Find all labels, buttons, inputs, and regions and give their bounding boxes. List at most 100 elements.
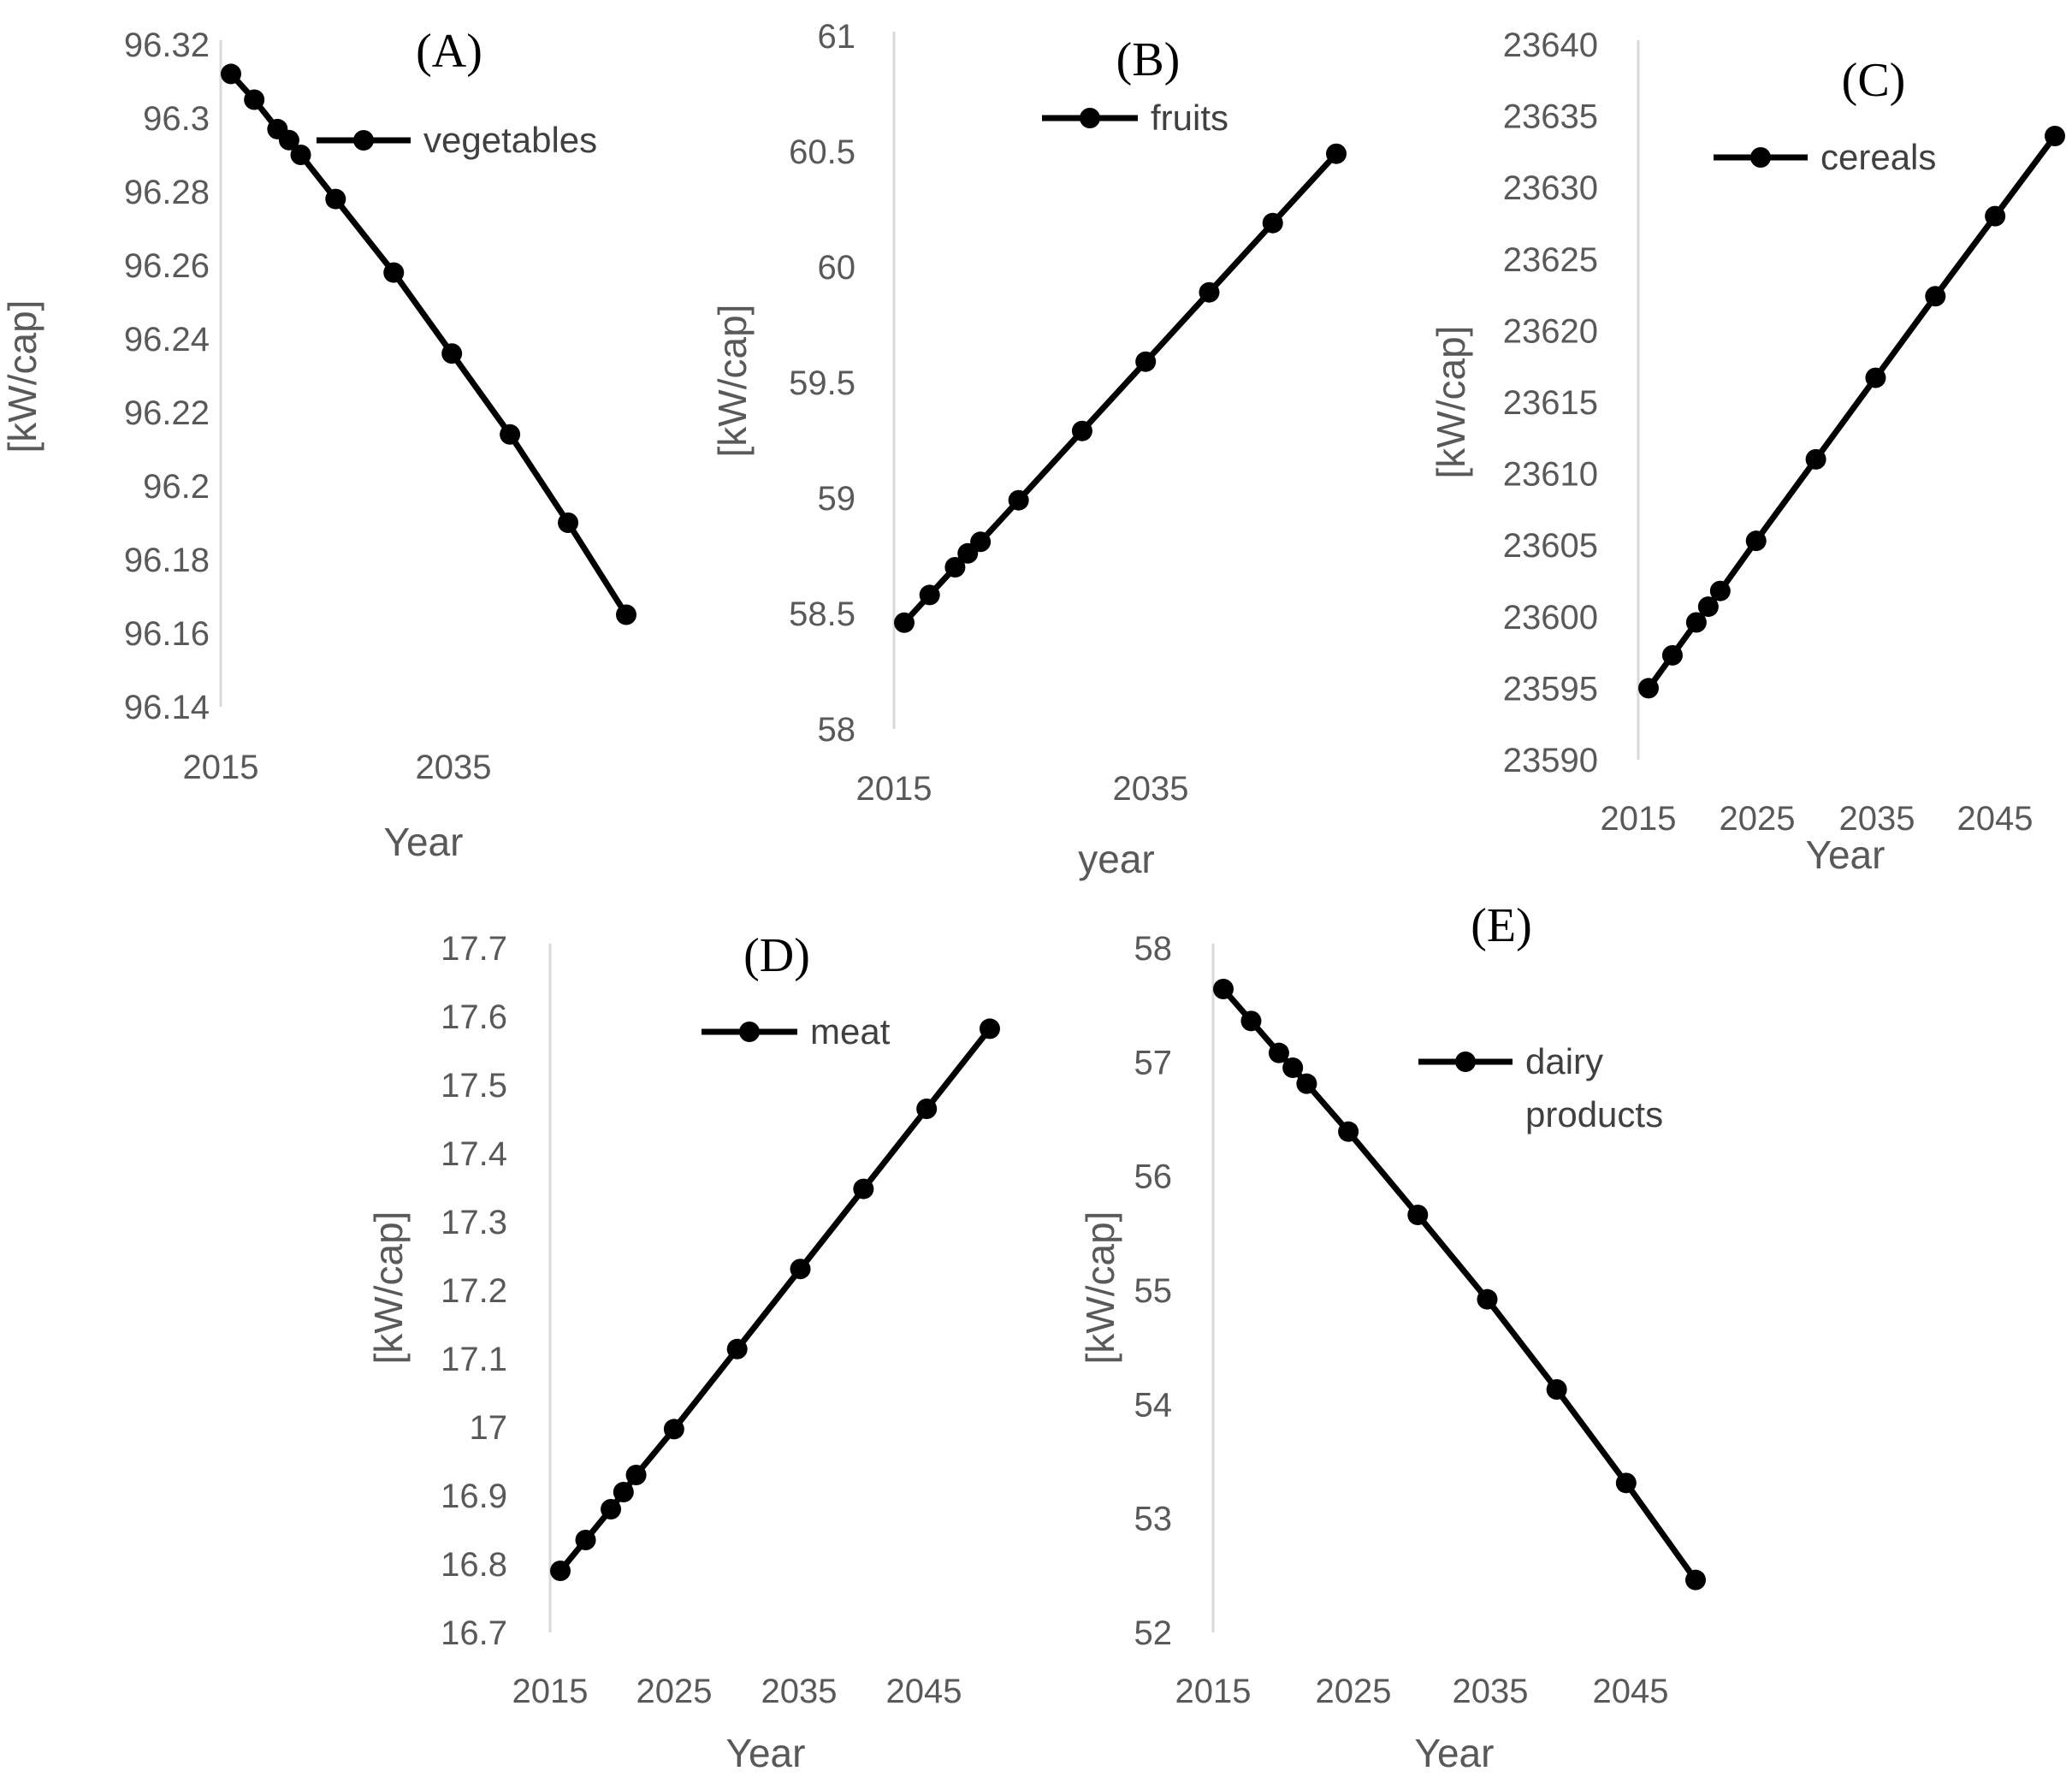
data-point xyxy=(1745,530,1767,552)
y-axis-title: [kW/cap] xyxy=(0,300,44,453)
data-point xyxy=(1199,281,1220,303)
legend-label: vegetables xyxy=(423,120,597,160)
legend-marker xyxy=(1750,147,1771,168)
data-point xyxy=(613,1482,634,1502)
data-point xyxy=(1135,351,1157,372)
data-point xyxy=(1709,580,1731,601)
x-tick-label: 2025 xyxy=(636,1673,713,1710)
y-tick-label: 23600 xyxy=(1503,599,1598,637)
y-tick-label: 23595 xyxy=(1503,670,1598,708)
y-tick-label: 23610 xyxy=(1503,456,1598,494)
data-point xyxy=(663,1419,684,1440)
x-tick-label: 2025 xyxy=(1316,1673,1392,1710)
data-point xyxy=(550,1561,571,1581)
y-tick-label: 96.28 xyxy=(124,174,210,211)
x-axis-title: Year xyxy=(384,820,464,864)
data-point xyxy=(625,1465,647,1485)
x-tick-label: 2045 xyxy=(1957,800,2034,838)
y-tick-label: 96.18 xyxy=(124,542,210,579)
y-tick-label: 96.14 xyxy=(124,689,210,726)
y-tick-label: 54 xyxy=(1134,1386,1173,1424)
x-axis-title: Year xyxy=(726,1731,806,1775)
x-tick-label: 2035 xyxy=(416,749,492,786)
panel-label: (B) xyxy=(1116,33,1181,86)
y-tick-label: 17.2 xyxy=(441,1272,507,1310)
y-tick-label: 52 xyxy=(1134,1614,1173,1652)
x-tick-label: 2015 xyxy=(856,770,932,808)
x-axis-title: Year xyxy=(1806,832,1886,877)
legend-marker xyxy=(353,130,374,151)
panel-label: (C) xyxy=(1842,54,1906,107)
panel-label: (D) xyxy=(743,929,810,982)
y-tick-label: 58.5 xyxy=(789,595,855,633)
y-axis-title: [kW/cap] xyxy=(1429,326,1473,479)
y-tick-label: 55 xyxy=(1134,1272,1173,1310)
y-tick-label: 59.5 xyxy=(789,364,855,402)
data-point xyxy=(1240,1010,1262,1032)
data-point xyxy=(1685,612,1707,633)
y-tick-label: 23615 xyxy=(1503,384,1598,422)
y-tick-label: 17.5 xyxy=(441,1067,507,1105)
data-point xyxy=(1268,1042,1289,1063)
y-tick-label: 17.7 xyxy=(441,930,507,968)
y-tick-label: 96.32 xyxy=(124,27,210,64)
y-tick-label: 17.4 xyxy=(441,1135,507,1173)
data-point xyxy=(980,1018,1000,1040)
x-tick-label: 2015 xyxy=(512,1673,589,1710)
data-point xyxy=(853,1178,874,1200)
y-tick-label: 60 xyxy=(818,249,856,287)
data-point xyxy=(894,612,915,633)
chart-panel-b: 58 58.5 59 59.5 60 60.5 61 2015 2035 year [kW/cap]… xyxy=(710,18,1347,881)
data-point xyxy=(726,1338,748,1359)
legend-label: fruits xyxy=(1151,98,1228,138)
x-tick-label: 2015 xyxy=(1175,1673,1252,1710)
data-point xyxy=(1407,1205,1429,1225)
y-tick-label: 23590 xyxy=(1503,742,1598,779)
data-point xyxy=(441,343,463,364)
chart-panel-e: 52 53 54 55 56 57 58 2015 2025 2035 2045 Year [kW/ca… xyxy=(1078,899,1706,1775)
y-tick-label: 58 xyxy=(818,711,856,749)
y-tick-label: 56 xyxy=(1134,1158,1173,1196)
data-point xyxy=(1685,1569,1706,1590)
legend-marker xyxy=(1455,1051,1476,1072)
y-tick-label: 17.6 xyxy=(441,998,507,1036)
legend-marker xyxy=(1080,108,1100,128)
data-point xyxy=(244,89,265,110)
data-point xyxy=(1661,644,1683,666)
data-point xyxy=(1615,1472,1637,1494)
x-tick-label: 2045 xyxy=(886,1673,962,1710)
y-tick-label: 96.16 xyxy=(124,615,210,653)
data-point xyxy=(221,63,241,85)
x-tick-label: 2035 xyxy=(1453,1673,1529,1710)
x-tick-label: 2015 xyxy=(183,749,259,786)
legend-marker xyxy=(739,1022,760,1042)
chart-panel-d: 16.7 16.8 16.9 17 17.1 17.2 17.3 17.4 17.5 17.6 17… xyxy=(366,929,1000,1775)
chart-panel-c: 23590 23595 23600 23605 23610 23615 23620 23625… xyxy=(1429,27,2065,877)
y-tick-label: 23625 xyxy=(1503,241,1598,279)
data-point xyxy=(1282,1057,1304,1078)
data-point xyxy=(944,557,966,578)
x-tick-label: 2045 xyxy=(1593,1673,1669,1710)
data-point xyxy=(278,129,299,151)
panel-label: (E) xyxy=(1471,899,1532,952)
y-tick-label: 23630 xyxy=(1503,169,1598,207)
data-point xyxy=(1546,1379,1567,1400)
data-point xyxy=(1296,1073,1317,1094)
data-point xyxy=(1071,420,1092,441)
x-axis-title: year xyxy=(1078,837,1154,881)
x-tick-label: 2025 xyxy=(1720,800,1796,838)
y-tick-label: 96.2 xyxy=(143,468,210,506)
y-tick-label: 57 xyxy=(1134,1044,1173,1081)
y-tick-label: 96.24 xyxy=(124,321,210,358)
legend-label: products xyxy=(1525,1094,1663,1134)
x-tick-label: 2035 xyxy=(761,1673,838,1710)
y-tick-label: 96.26 xyxy=(124,247,210,285)
y-tick-label: 60.5 xyxy=(789,133,855,171)
data-point xyxy=(1338,1121,1359,1142)
data-point xyxy=(2045,126,2065,147)
y-tick-label: 17.1 xyxy=(441,1341,507,1378)
x-tick-label: 2035 xyxy=(1839,800,1915,838)
data-point xyxy=(383,262,405,283)
y-tick-label: 16.8 xyxy=(441,1546,507,1584)
